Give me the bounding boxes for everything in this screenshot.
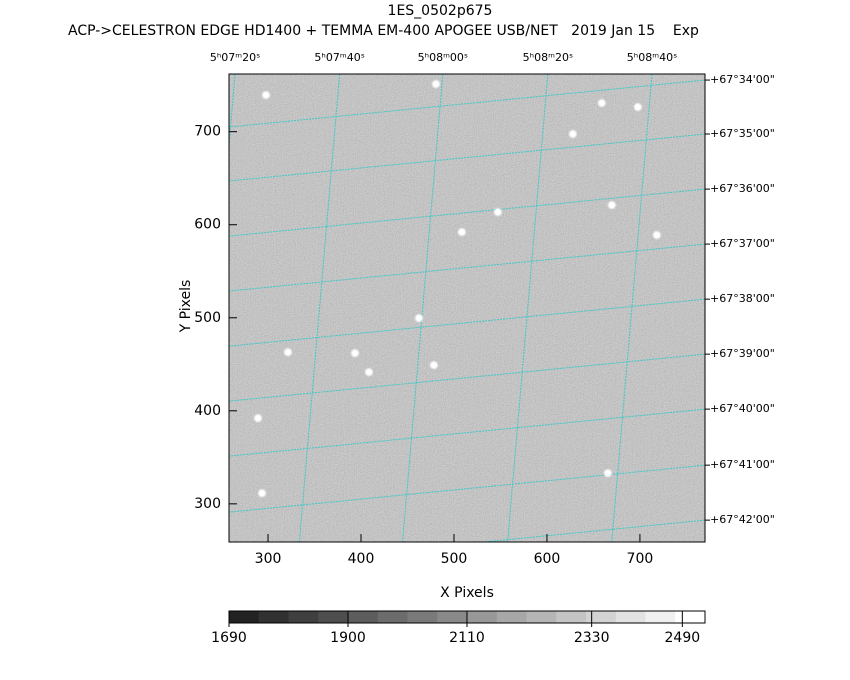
- colorbar-step: [348, 611, 379, 623]
- star: [567, 129, 578, 140]
- colorbar-step: [586, 611, 617, 623]
- star: [602, 468, 613, 479]
- y-tick-label: 300: [194, 496, 221, 512]
- colorbar-step: [675, 611, 706, 623]
- colorbar-step: [615, 611, 646, 623]
- colorbar-tick-label: 1900: [330, 630, 366, 646]
- x-tick-label: 400: [348, 551, 375, 567]
- star: [428, 360, 439, 371]
- star: [492, 207, 503, 218]
- dec-grid-line: [229, 353, 705, 402]
- ra-tick-label: 5ʰ08ᵐ00ˢ: [418, 51, 468, 64]
- colorbar-step: [645, 611, 676, 623]
- image: [229, 74, 705, 542]
- star: [456, 227, 467, 238]
- y-tick-label: 700: [194, 124, 221, 140]
- ra-tick-label: 5ʰ08ᵐ40ˢ: [627, 51, 677, 64]
- colorbar-tick-label: 1690: [211, 630, 247, 646]
- star: [430, 79, 441, 90]
- star: [363, 367, 374, 378]
- star: [349, 348, 360, 359]
- colorbar-step: [258, 611, 289, 623]
- colorbar-step: [377, 611, 408, 623]
- dec-tick-label: +67°36'00": [710, 182, 775, 195]
- dec-grid-line: [229, 243, 705, 292]
- dec-grid-line: [229, 188, 705, 237]
- dec-tick-label: +67°39'00": [710, 347, 775, 360]
- dec-tick-label: +67°34'00": [710, 73, 775, 86]
- dec-grid-line: [478, 519, 705, 542]
- star: [651, 230, 662, 241]
- colorbar-step: [556, 611, 587, 623]
- x-axis-label: X Pixels: [440, 585, 494, 601]
- colorbar-step: [496, 611, 527, 623]
- colorbar-step: [229, 611, 260, 623]
- star: [632, 102, 643, 113]
- colorbar-step: [407, 611, 438, 623]
- dec-tick-label: +67°41'00": [710, 458, 775, 471]
- ra-tick-label: 5ʰ07ᵐ20ˢ: [210, 51, 260, 64]
- y-tick-label: 600: [194, 217, 221, 233]
- dec-tick-label: +67°40'00": [710, 402, 775, 415]
- ra-grid-line: [507, 74, 549, 542]
- colorbar-tick-label: 2110: [449, 630, 485, 646]
- dec-grid-line: [229, 298, 705, 347]
- star: [596, 98, 607, 109]
- star: [261, 90, 272, 101]
- dec-grid-line: [229, 133, 705, 182]
- ra-tick-label: 5ʰ08ᵐ20ˢ: [523, 51, 573, 64]
- ra-tick-label: 5ʰ07ᵐ40ˢ: [314, 51, 364, 64]
- chart-subtitle: ACP->CELESTRON EDGE HD1400 + TEMMA EM-40…: [68, 23, 699, 39]
- star: [253, 413, 264, 424]
- dec-tick-label: +67°42'00": [710, 513, 775, 526]
- colorbar-step: [288, 611, 319, 623]
- chart-title: 1ES_0502p675: [388, 3, 493, 19]
- x-tick-label: 500: [441, 551, 468, 567]
- colorbar-step: [437, 611, 468, 623]
- dec-tick-label: +67°38'00": [710, 292, 775, 305]
- star: [282, 347, 293, 358]
- star: [257, 488, 268, 499]
- dec-grid-line: [229, 464, 705, 513]
- ra-grid-line: [298, 74, 341, 542]
- x-tick-label: 700: [627, 551, 654, 567]
- plot-area: [229, 74, 705, 542]
- y-tick-label: 500: [194, 310, 221, 326]
- colorbar-step: [318, 611, 349, 623]
- colorbar-tick-label: 2490: [665, 630, 701, 646]
- frame: [228, 73, 706, 543]
- x-tick-label: 300: [255, 551, 282, 567]
- dec-grid-line: [229, 79, 705, 128]
- y-tick-label: 400: [194, 403, 221, 419]
- dec-tick-label: +67°35'00": [710, 127, 775, 140]
- ra-grid-line: [611, 74, 653, 542]
- colorbar-tick-label: 2330: [574, 630, 610, 646]
- y-axis-label: Y Pixels: [178, 280, 194, 334]
- x-tick-label: 600: [534, 551, 561, 567]
- colorbar-step: [526, 611, 557, 623]
- dec-grid-line: [229, 408, 705, 457]
- star: [413, 313, 424, 324]
- colorbar: 1690 1900 2110 2330 2490: [211, 610, 706, 646]
- star: [606, 200, 617, 211]
- dec-tick-label: +67°37'00": [710, 237, 775, 250]
- colorbar-step: [467, 611, 498, 623]
